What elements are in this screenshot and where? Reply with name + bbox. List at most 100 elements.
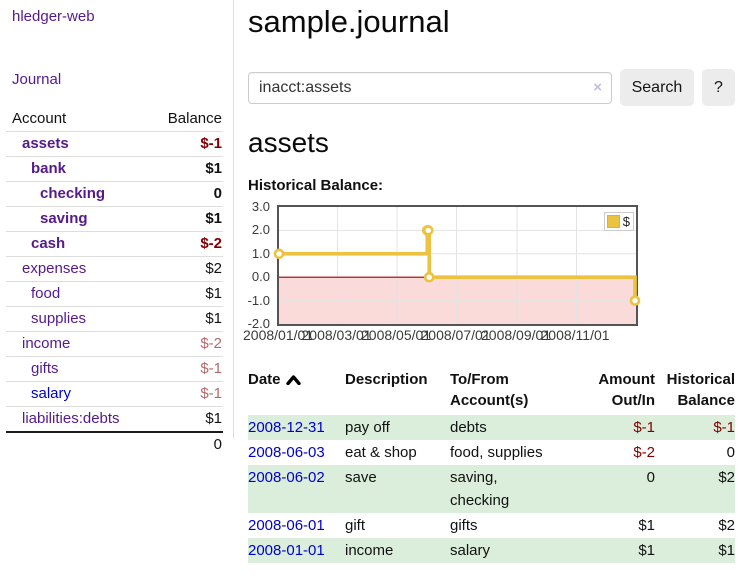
transaction-accounts: saving, checking [450, 469, 510, 509]
account-balance: $2 [205, 260, 222, 277]
x-axis-tick-label: 2008/11/01 [540, 327, 610, 343]
account-balance: $-2 [200, 235, 222, 252]
account-link-saving[interactable]: saving [40, 210, 88, 227]
transaction-description: income [345, 542, 394, 559]
search-input[interactable] [248, 71, 612, 104]
accounts-column-header: To/From Account(s) [450, 371, 529, 409]
y-axis-tick-label: 1.0 [251, 245, 270, 261]
register-row: 2008-06-03 eat & shop food, supplies $-2… [248, 440, 735, 465]
transaction-date-link[interactable]: 2008-06-03 [248, 444, 325, 461]
account-page-title: assets [248, 127, 329, 158]
clear-search-icon[interactable]: × [593, 78, 602, 96]
account-balance: 0 [213, 185, 222, 202]
account-row-food: food $1 [6, 281, 223, 307]
account-balance: $-1 [200, 385, 222, 402]
account-row-income: income $-2 [6, 331, 223, 357]
account-link-assets[interactable]: assets [22, 135, 69, 152]
account-link-income[interactable]: income [22, 335, 71, 352]
accounts-balance-table: Account Balance assets $-1 bank $1 check… [6, 106, 223, 457]
x-axis-tick-label: 2008/01/01 [243, 327, 314, 343]
main-content: sample.journal × Search ? assets Histori… [243, 0, 735, 563]
account-link-food[interactable]: food [31, 285, 61, 302]
search-bar: × Search ? [248, 69, 735, 106]
transaction-accounts: gifts [450, 517, 478, 534]
transaction-date-link[interactable]: 2008-06-01 [248, 517, 325, 534]
transaction-accounts: debts [450, 419, 487, 436]
register-row: 2008-06-02 save saving, checking 0 $2 [248, 465, 735, 513]
account-row-cash: cash $-2 [6, 231, 223, 257]
account-link-salary[interactable]: salary [31, 385, 72, 402]
account-link-cash[interactable]: cash [31, 235, 66, 252]
transaction-balance: $2 [718, 517, 735, 534]
account-row-expenses: expenses $2 [6, 256, 223, 282]
account-balance: $-1 [200, 135, 222, 152]
date-column-header[interactable]: Date [248, 367, 345, 415]
register-row: 2008-12-31 pay off debts $-1 $-1 [248, 415, 735, 440]
historical-balance-chart: $3.0 2.0 1.0 0.0 -1.0 -2.0 2008/01/01 2008/03/0… [243, 199, 735, 347]
accounts-total-row: 0 [6, 432, 223, 457]
account-balance: $1 [205, 310, 222, 327]
account-link-bank[interactable]: bank [31, 160, 67, 177]
account-balance: $1 [205, 210, 222, 227]
register-row: 2008-01-01 income salary $1 $1 [248, 538, 735, 563]
register-table: Date Description To/From Account(s) Amou… [248, 367, 735, 563]
x-axis-tick-label: 2008/09/01 [481, 327, 552, 343]
data-point-marker [423, 271, 435, 283]
legend-label: $ [622, 214, 630, 229]
sort-ascending-icon [285, 375, 301, 386]
balance-column-header: Balance [167, 110, 222, 127]
account-row-gifts: gifts $-1 [6, 356, 223, 382]
transaction-description: save [345, 469, 377, 486]
chart-plot-area: $ [273, 205, 641, 326]
account-link-gifts[interactable]: gifts [31, 360, 59, 377]
account-link-liabilities-debts[interactable]: liabilities:debts [22, 410, 120, 427]
transaction-date-link[interactable]: 2008-06-02 [248, 469, 325, 486]
register-header-row: Date Description To/From Account(s) Amou… [248, 367, 735, 415]
page-title: sample.journal [248, 4, 450, 39]
transaction-balance: 0 [726, 444, 735, 461]
x-axis-tick-label: 2008/07/01 [420, 327, 491, 343]
account-balance: $-2 [200, 335, 222, 352]
account-link-checking[interactable]: checking [40, 185, 106, 202]
sidebar-item-journal[interactable]: Journal [12, 71, 62, 88]
transaction-description: gift [345, 517, 366, 534]
data-point-marker [629, 295, 641, 306]
transaction-amount: 0 [646, 469, 655, 486]
account-link-supplies[interactable]: supplies [31, 310, 87, 327]
balance-column-header: Historical Balance [666, 371, 735, 409]
account-row-supplies: supplies $1 [6, 306, 223, 332]
account-column-header: Account [12, 110, 67, 127]
y-axis-tick-label: 2.0 [251, 222, 270, 238]
account-row-assets: assets $-1 [6, 131, 223, 157]
account-balance: $1 [205, 160, 222, 177]
help-button[interactable]: ? [701, 69, 735, 106]
x-axis-tick-label: 2008/03/01 [301, 327, 372, 343]
transaction-date-link[interactable]: 2008-12-31 [248, 419, 325, 436]
search-button[interactable]: Search [620, 69, 694, 106]
transaction-amount: $1 [638, 542, 655, 559]
account-row-salary: salary $-1 [6, 381, 223, 407]
transaction-accounts: salary [450, 542, 491, 559]
legend-swatch [606, 215, 620, 228]
chart-legend: $ [603, 212, 634, 231]
account-row-checking: checking 0 [6, 181, 223, 207]
description-column-header: Description [345, 371, 428, 388]
y-axis-tick-label: 3.0 [251, 199, 270, 214]
transaction-amount: $-2 [633, 444, 655, 461]
account-link-expenses[interactable]: expenses [22, 260, 87, 277]
account-balance: $1 [205, 410, 222, 427]
account-row-bank: bank $1 [6, 156, 223, 182]
transaction-date-link[interactable]: 2008-01-01 [248, 542, 325, 559]
data-point-marker [422, 225, 434, 236]
amount-column-header: Amount Out/In [598, 371, 655, 409]
accounts-total-value: 0 [213, 436, 222, 453]
app-title-link[interactable]: hledger-web [12, 8, 95, 25]
transaction-balance: $2 [718, 469, 735, 486]
y-axis-tick-label: 0.0 [251, 269, 270, 285]
data-point-marker [273, 248, 285, 260]
account-balance: $1 [205, 285, 222, 302]
transaction-description: pay off [345, 419, 390, 436]
chart-title: Historical Balance: [248, 177, 384, 194]
transaction-balance: $1 [718, 542, 735, 559]
register-row: 2008-06-01 gift gifts $1 $2 [248, 513, 735, 538]
